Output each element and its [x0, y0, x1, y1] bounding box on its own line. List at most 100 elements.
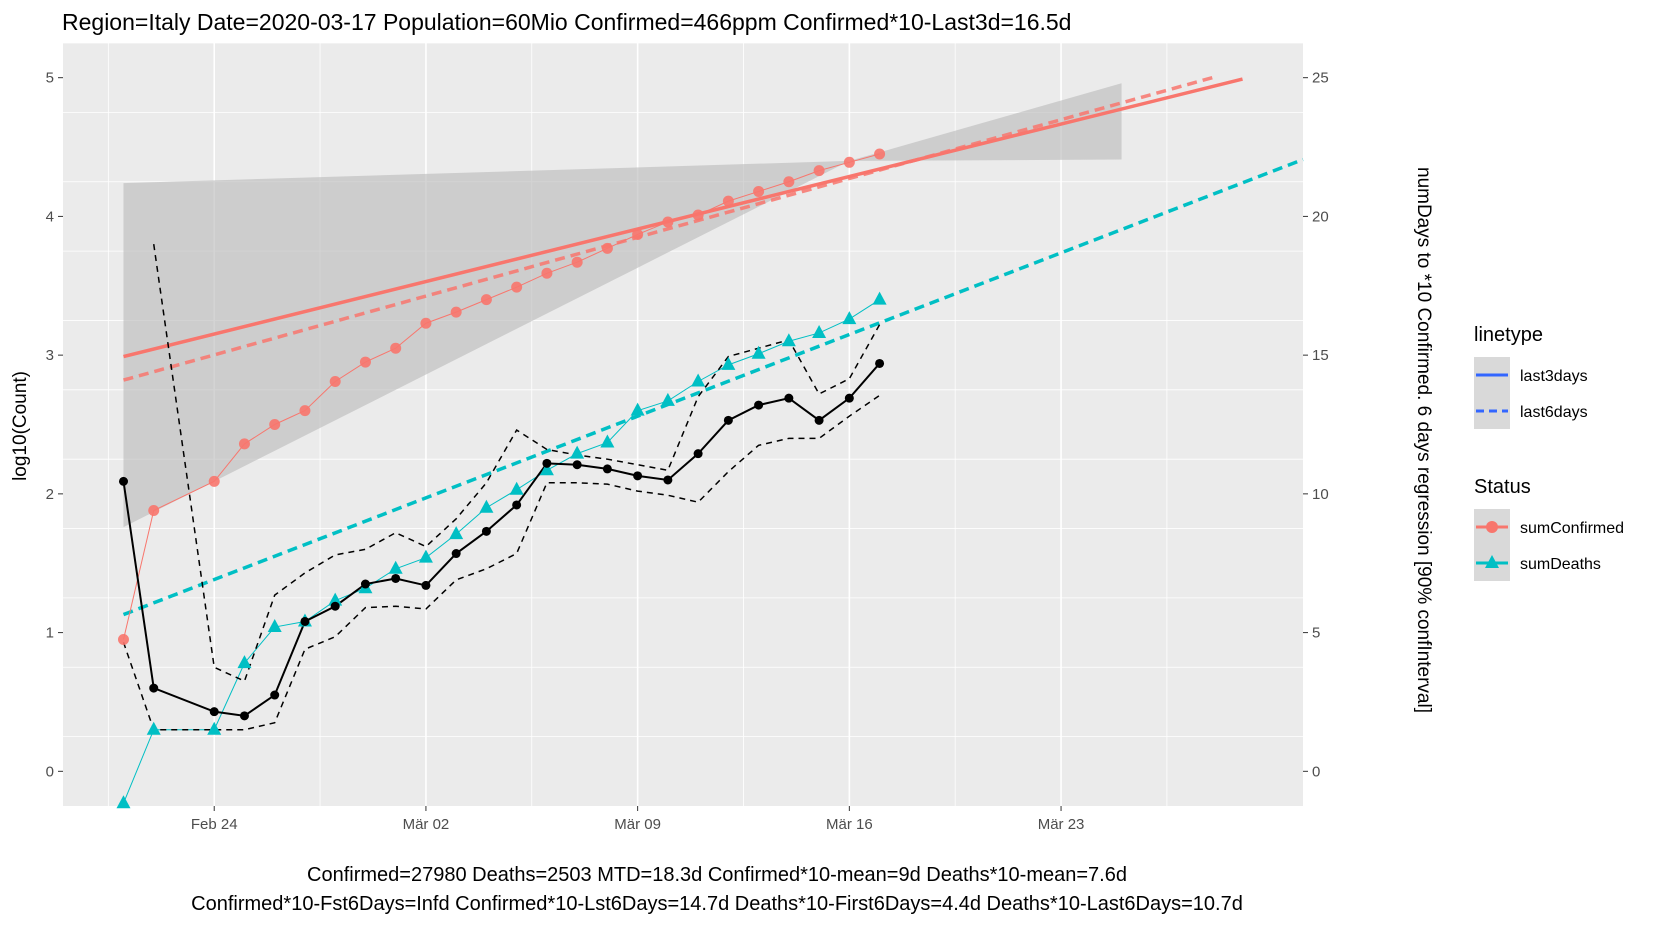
- confirmed-last3days-line: [123, 77, 1243, 359]
- sumconfirmed-point: [238, 438, 250, 450]
- sumdeaths-point: [812, 324, 827, 338]
- sumconfirmed-point: [541, 267, 553, 279]
- y-tick-label: 1: [46, 625, 54, 642]
- sumconfirmed-point: [420, 317, 432, 329]
- series-points: [116, 148, 887, 809]
- sumconfirmed-point: [299, 405, 311, 417]
- sumconfirmed-point: [359, 356, 371, 368]
- x-tick-label: Mär 02: [403, 816, 450, 833]
- y-tick-label: 4: [46, 208, 54, 225]
- legend-key-last6days: [1474, 393, 1510, 429]
- sumdeaths-point: [691, 373, 706, 387]
- ratio-upper-line: [152, 244, 881, 683]
- sumdeaths-point: [842, 311, 857, 325]
- legend-label-last3days: last3days: [1520, 368, 1588, 385]
- ratio-point: [209, 707, 219, 717]
- footer-line-1: Confirmed=27980 Deaths=2503 MTD=18.3d Co…: [307, 864, 1127, 886]
- ratio-point: [391, 573, 401, 583]
- sumdeaths-point: [237, 655, 252, 669]
- sumdeaths-point: [781, 333, 796, 347]
- sumdeaths-point: [116, 795, 131, 809]
- y2-tick-label: 15: [1312, 347, 1329, 364]
- sumconfirmed-point: [662, 216, 674, 228]
- ratio-point: [149, 683, 159, 693]
- legend-status-title: Status: [1474, 476, 1531, 498]
- sumconfirmed-point: [208, 475, 220, 487]
- sumconfirmed-point: [601, 242, 613, 254]
- sumconfirmed-point: [329, 375, 341, 387]
- x-tick-label: Feb 24: [191, 816, 238, 833]
- chart-title: Region=Italy Date=2020-03-17 Population=…: [62, 9, 1071, 35]
- sumdeaths-point: [388, 560, 403, 574]
- legend-point-deaths: [1485, 555, 1499, 568]
- sumconfirmed-point: [783, 176, 795, 188]
- y2-tick-label: 5: [1312, 625, 1320, 642]
- ratio-point: [844, 393, 854, 403]
- sumconfirmed-point: [269, 419, 281, 430]
- sumconfirmed-point: [813, 165, 825, 177]
- sumconfirmed-point: [480, 294, 492, 306]
- sumconfirmed-point: [874, 148, 886, 160]
- ratio-point: [451, 549, 461, 559]
- ratio-point: [723, 415, 733, 425]
- ratio-point: [572, 460, 582, 470]
- y-tick-label: 2: [46, 486, 54, 503]
- y-tick-label: 0: [46, 763, 54, 780]
- sumdeaths-point: [509, 481, 524, 495]
- y2-tick-label: 20: [1312, 208, 1329, 225]
- legend-key-sumconfirmed: [1474, 509, 1510, 545]
- ratio-point: [118, 476, 128, 486]
- ratio-point: [784, 393, 794, 403]
- x-tick-label: Mär 09: [614, 816, 661, 833]
- y2-tick-label: 10: [1312, 486, 1329, 503]
- legend-point-confirmed: [1486, 521, 1498, 533]
- sumdeaths-point: [418, 549, 433, 563]
- legend-label-sumconfirmed: sumConfirmed: [1520, 520, 1624, 537]
- ratio-point: [633, 471, 643, 481]
- sumconfirmed-point: [571, 256, 583, 268]
- deaths-last6days-line: [122, 157, 1304, 617]
- sumconfirmed-point: [632, 228, 644, 240]
- ratio-point: [270, 690, 280, 700]
- sumdeaths-point: [721, 356, 736, 370]
- ratio-point: [602, 464, 612, 474]
- y2-axis-label: numDays to *10 Confirmed. 6 days regress…: [1413, 167, 1434, 713]
- ratio-point: [663, 475, 673, 485]
- ratio-point: [300, 616, 310, 626]
- sumdeaths-point: [660, 392, 675, 406]
- legend-label-sumdeaths: sumDeaths: [1520, 556, 1601, 573]
- ratio-point: [239, 711, 249, 721]
- legend: linetype last3days last6days Status sumC…: [1474, 324, 1624, 581]
- x-tick-label: Mär 23: [1038, 816, 1085, 833]
- ratio-point: [481, 526, 491, 536]
- sumconfirmed-point: [450, 306, 462, 318]
- sumconfirmed-point: [511, 281, 523, 293]
- legend-linetype-title: linetype: [1474, 324, 1543, 346]
- ratio-point: [512, 500, 522, 510]
- sumdeaths-point: [600, 434, 615, 448]
- axes: 0 1 2 3 4 5 0 5 10 15 20 25 Feb 24 Mär 02 Mär 09 Mär 16…: [46, 70, 1329, 833]
- legend-label-last6days: last6days: [1520, 404, 1588, 421]
- sumdeaths-point: [449, 526, 464, 540]
- confidence-ribbon: [123, 83, 1122, 528]
- legend-key-sumdeaths: [1474, 545, 1510, 581]
- x-tick-label: Mär 16: [826, 816, 873, 833]
- sumconfirmed-point: [843, 156, 855, 168]
- legend-key-last3days: [1474, 357, 1510, 393]
- y2-tick-label: 0: [1312, 763, 1320, 780]
- y-axis-label: log10(Count): [10, 371, 31, 481]
- ratio-point: [421, 580, 431, 590]
- ratio-point: [754, 400, 764, 410]
- confidence-band: [123, 83, 1122, 528]
- confirmed-last6days-line: [123, 75, 1213, 382]
- sumconfirmed-point: [390, 342, 402, 354]
- sumdeaths-point: [539, 462, 554, 476]
- sumdeaths-point: [630, 402, 645, 416]
- footer-line-2: Confirmed*10-Fst6Days=Infd Confirmed*10-…: [191, 893, 1243, 915]
- ratio-point: [693, 449, 703, 459]
- sumconfirmed-point: [722, 195, 734, 207]
- ratio-lower-line: [122, 394, 881, 731]
- ratio-point: [542, 458, 552, 468]
- sumconfirmed-point: [753, 185, 765, 197]
